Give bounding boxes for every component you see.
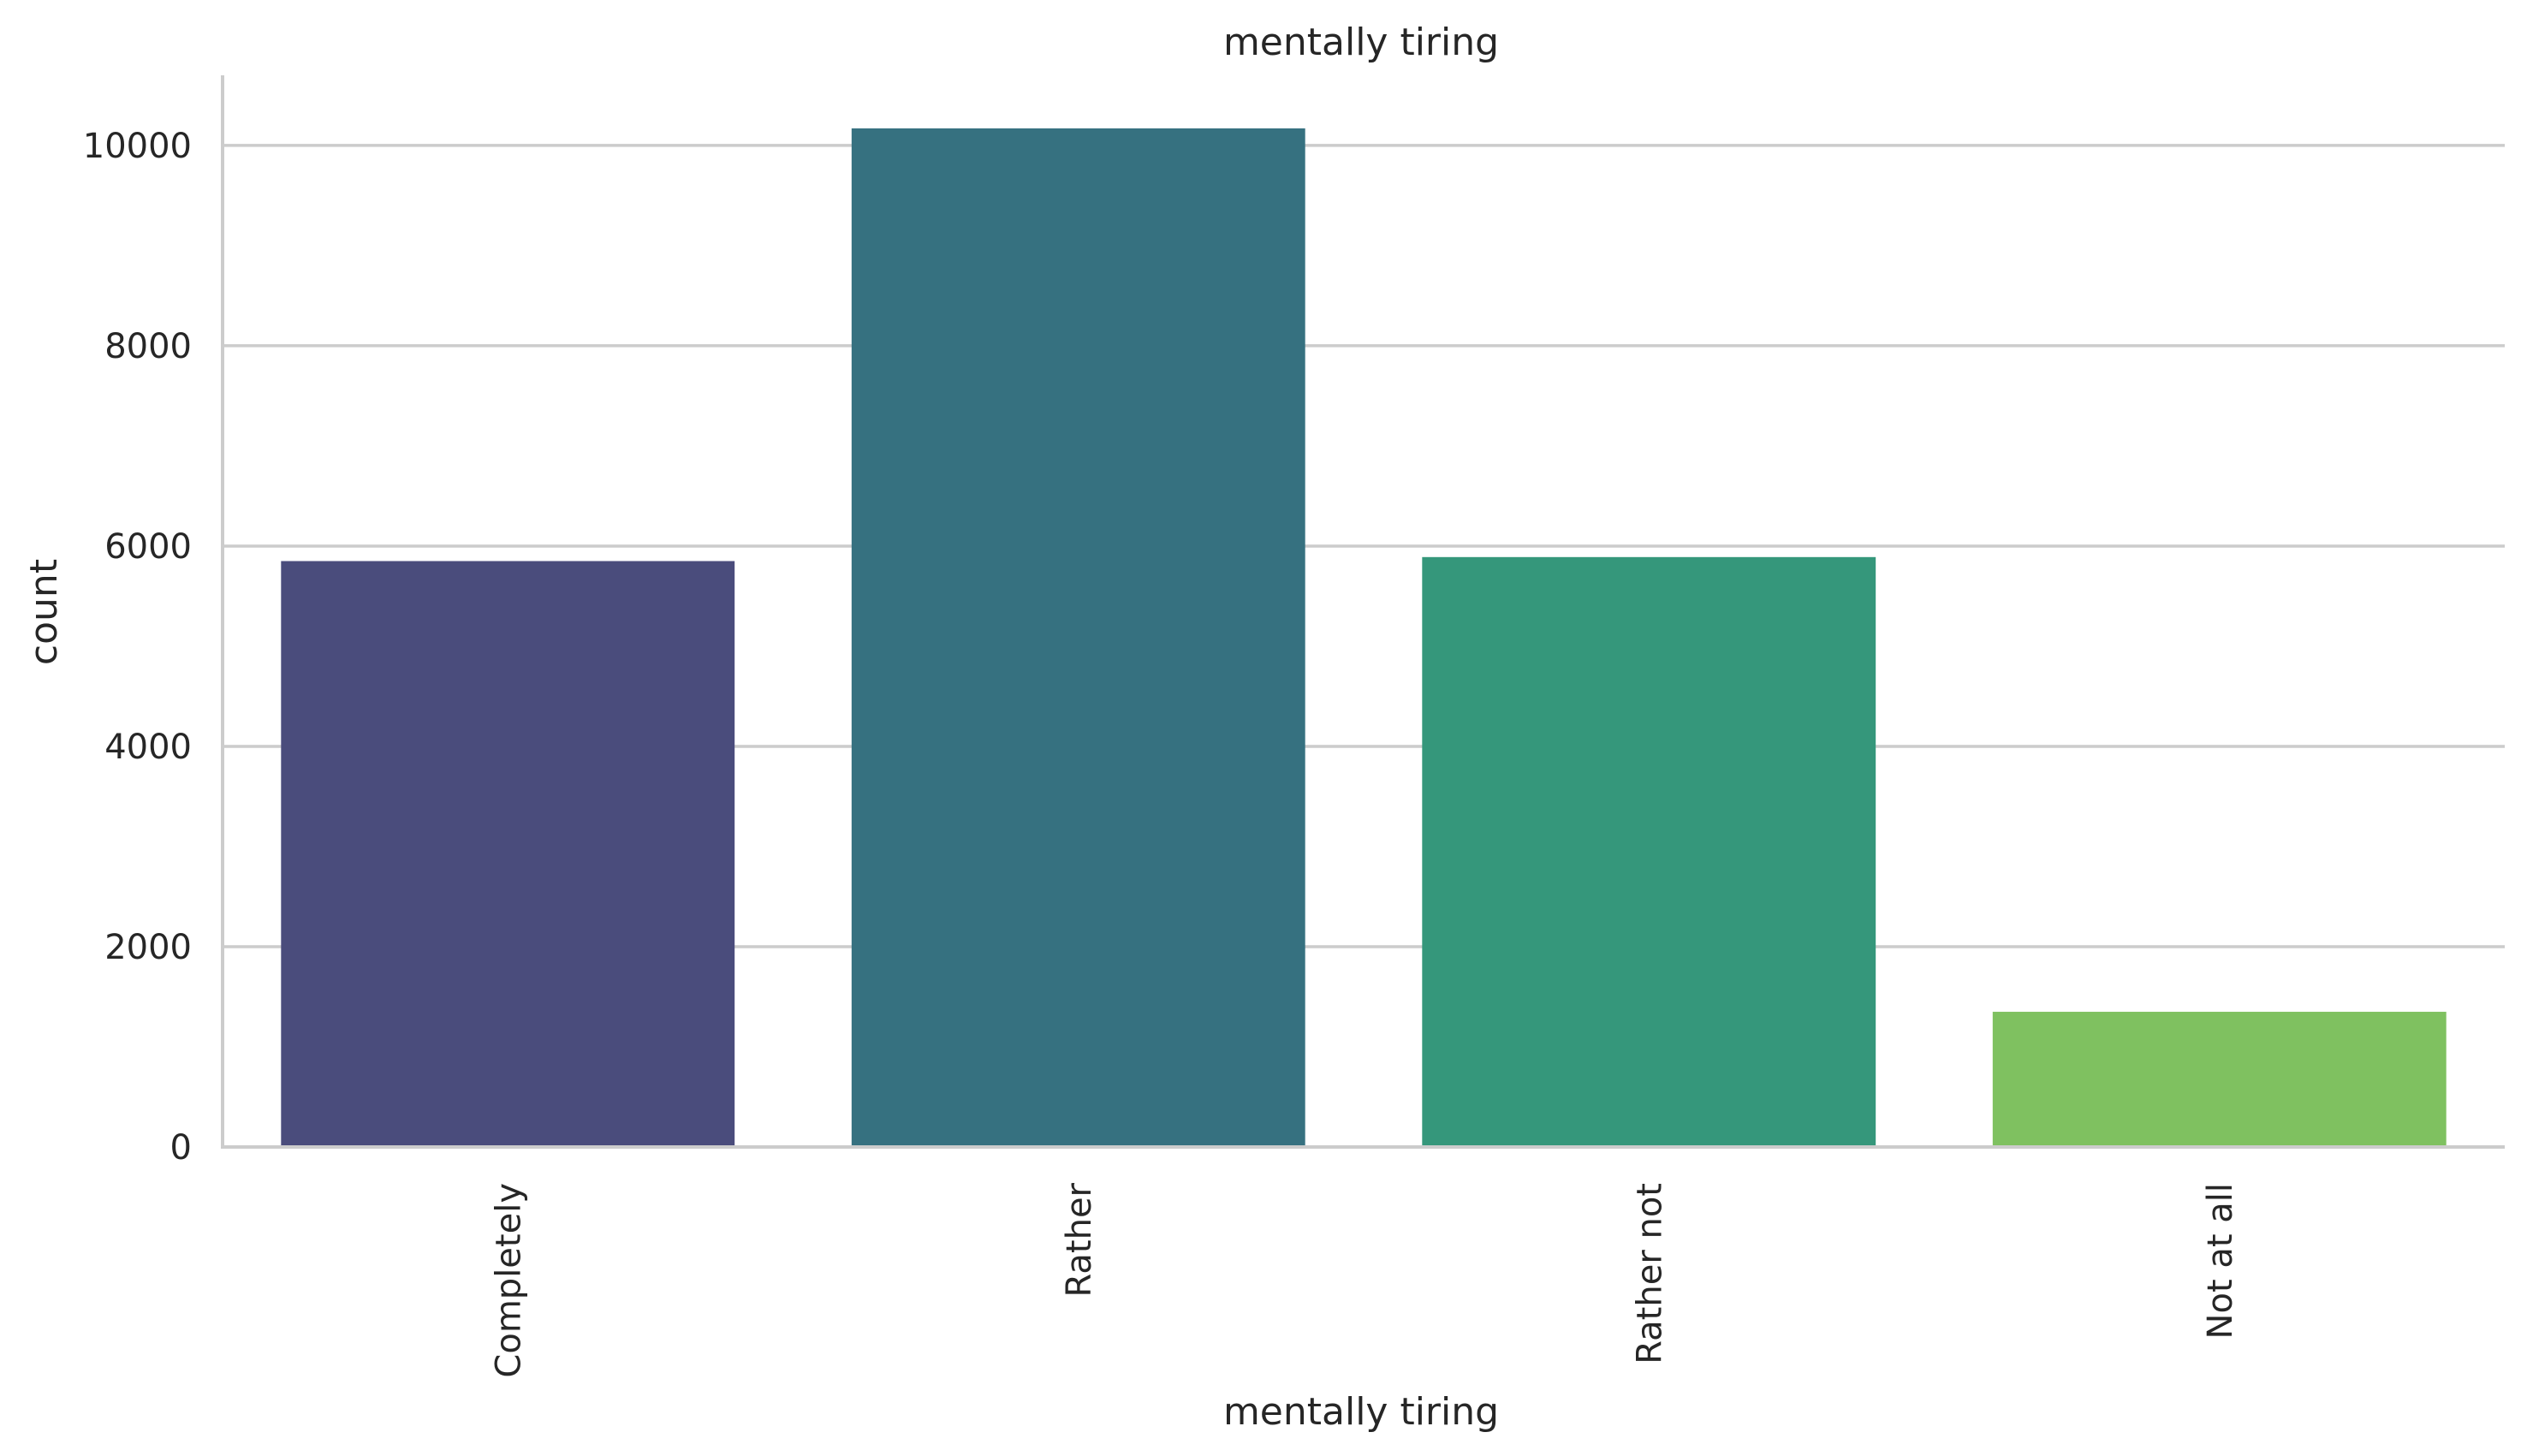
chart-title: mentally tiring — [1223, 21, 1499, 64]
x-tick-label: Not at all — [2201, 1183, 2240, 1339]
y-tick-labels: 0 2000 4000 6000 8000 10000 — [83, 127, 192, 1168]
x-tick-labels: Completely Rather Rather not Not at all — [489, 1182, 2240, 1377]
x-axis-label: mentally tiring — [1223, 1390, 1499, 1434]
x-tick-label: Rather — [1060, 1182, 1099, 1297]
axes — [221, 75, 2505, 1149]
bar-completely — [281, 561, 735, 1147]
y-tick-label: 8000 — [104, 327, 192, 366]
bar-rather — [851, 128, 1305, 1148]
x-tick-label: Rather not — [1630, 1183, 1669, 1364]
y-tick-label: 10000 — [83, 127, 192, 166]
y-tick-label: 4000 — [104, 728, 192, 767]
bars — [281, 128, 2447, 1148]
y-tick-label: 0 — [170, 1128, 192, 1168]
y-tick-label: 6000 — [104, 527, 192, 567]
y-tick-label: 2000 — [104, 928, 192, 967]
x-tick-label: Completely — [489, 1183, 528, 1378]
bar-rather-not — [1422, 556, 1876, 1147]
y-axis-label: count — [22, 559, 66, 665]
bar-not-at-all — [1992, 1012, 2447, 1147]
